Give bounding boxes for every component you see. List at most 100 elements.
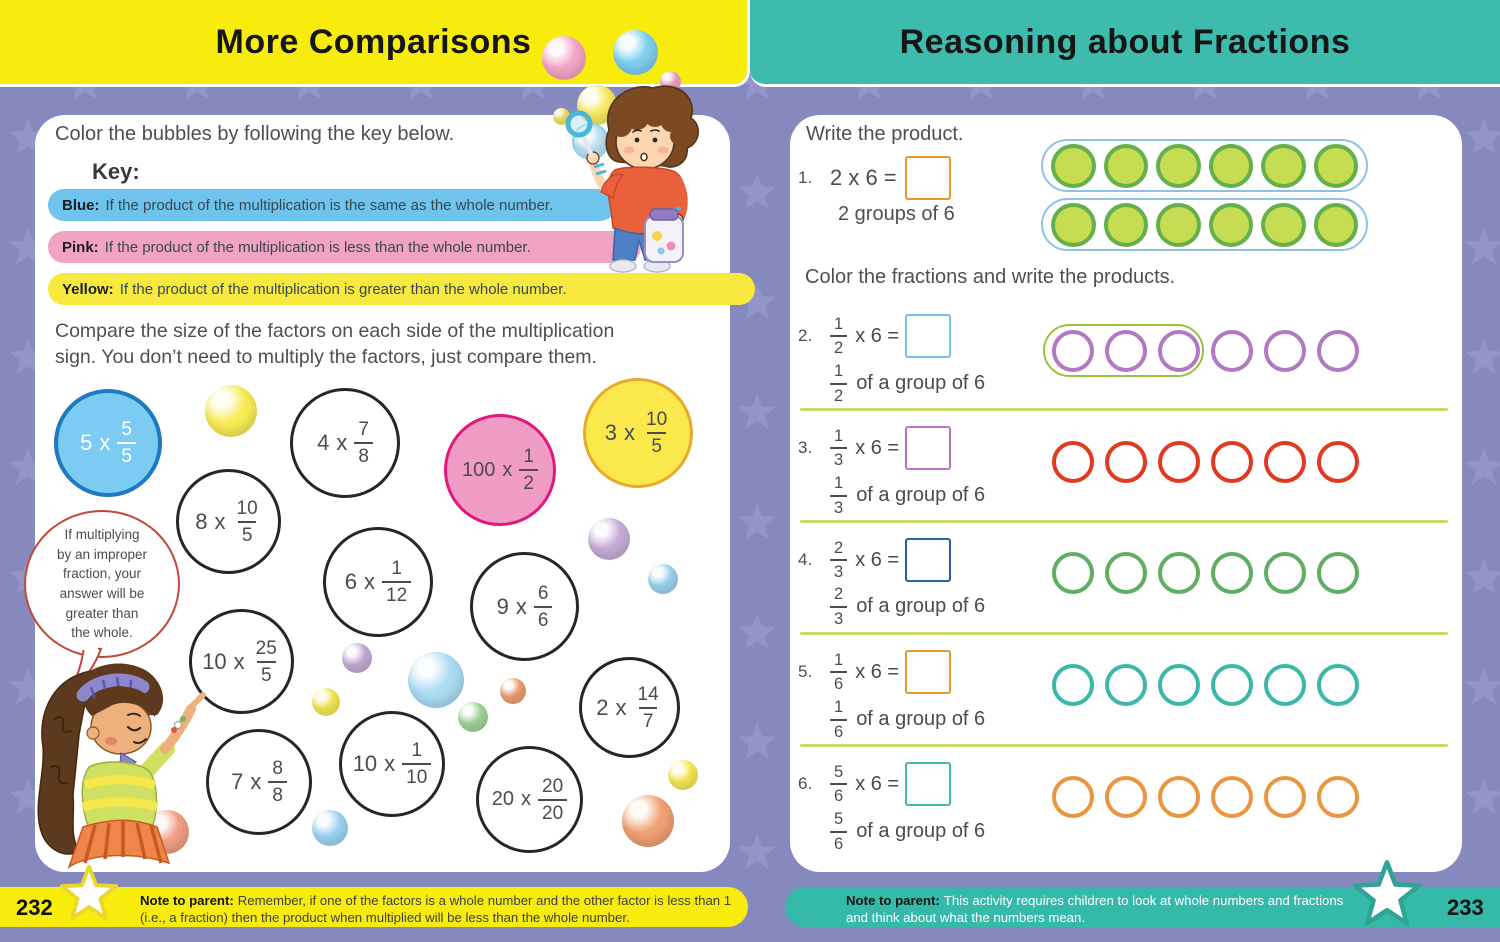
label-text: of a group of 6 [856,595,986,617]
times-six-equals: x 6 = [855,548,900,571]
fraction-circle[interactable] [1158,552,1200,594]
fraction-circle[interactable] [1264,330,1306,372]
fraction-circle[interactable] [1105,664,1147,706]
counter-circle-filled[interactable] [1156,143,1201,188]
counter-circle-filled[interactable] [1208,143,1253,188]
answer-box[interactable] [905,538,952,582]
note-label: Note to parent: [846,893,940,908]
right-instruction-1: Write the product. [806,123,964,145]
fraction-circle[interactable] [1105,776,1147,818]
bubble-expression-3x10-5[interactable]: 3 x 10 5 [583,378,693,488]
counter-circle-filled[interactable] [1313,202,1358,247]
fraction-circle[interactable] [1052,441,1094,483]
fraction-circle[interactable] [1264,552,1306,594]
decorative-bubble [622,795,674,847]
answer-box[interactable] [905,426,952,470]
bubble-expression-20x20-20[interactable]: 20 x 20 20 [476,746,583,853]
fraction-circle[interactable] [1264,776,1306,818]
right-note-text: Note to parent: This activity requires ch… [846,892,1351,926]
fraction-circle[interactable] [1211,330,1253,372]
speech-bubble: If multiplying by an improper fraction, … [24,510,180,658]
speech-line: the whole. [71,625,133,641]
key-item-yellow-label: Yellow: [62,280,114,298]
fraction-circle[interactable] [1052,552,1094,594]
question-1-equation: 1. 2 x 6 = [798,155,951,201]
fraction-circle[interactable] [1105,330,1147,372]
counter-circle-filled[interactable] [1051,143,1096,188]
answer-box-q1[interactable] [904,156,951,200]
fraction-circle[interactable] [1105,552,1147,594]
group-capsule-2 [1041,198,1368,251]
counter-circle-filled[interactable] [1156,202,1201,247]
key-heading: Key: [92,159,140,184]
fraction-circle[interactable] [1317,664,1359,706]
question-1-sub-label: 2 groups of 6 [838,203,955,225]
multiply-sign: x [364,569,376,594]
row-divider [800,744,1448,747]
label-text: of a group of 6 [856,484,986,506]
factor-whole: 9 [496,593,509,619]
counter-circle-filled[interactable] [1103,202,1148,247]
answer-box[interactable] [905,762,952,806]
fraction-circle[interactable] [1158,441,1200,483]
answer-box[interactable] [905,650,952,694]
fraction-circle[interactable] [1211,552,1253,594]
note-label: Note to parent: [140,893,234,908]
factor-fraction: 25 5 [255,637,277,686]
multiply-sign: x [336,430,348,455]
decorative-bubble [408,652,464,708]
counter-circle-filled[interactable] [1313,143,1358,188]
fraction-circle[interactable] [1317,330,1359,372]
key-item-pink-label: Pink: [62,238,99,256]
speech-line: If multiplying [64,527,140,543]
counter-circle-filled[interactable] [1208,202,1253,247]
fraction-circle[interactable] [1317,441,1359,483]
key-item-blue: Blue: If the product of the multiplicati… [48,189,616,221]
key-item-yellow: Yellow: If the product of the multiplica… [48,273,755,305]
counter-circle-filled[interactable] [1051,202,1096,247]
fraction-circle[interactable] [1158,776,1200,818]
counter-circle-filled[interactable] [1103,143,1148,188]
fraction-circle[interactable] [1211,441,1253,483]
times-six-equals: x 6 = [855,324,900,347]
fraction-circle[interactable] [1317,776,1359,818]
question-6-circles [1052,776,1359,818]
fraction-circle[interactable] [1105,441,1147,483]
note-body: This activity requires children to look … [846,893,1344,926]
answer-box[interactable] [905,314,952,358]
question-3-circles [1052,441,1359,483]
times-six-equals: x 6 = [855,660,900,683]
counter-circle-filled[interactable] [1261,202,1306,247]
times-six-equals: x 6 = [855,772,900,795]
fraction-circle[interactable] [1052,664,1094,706]
fraction-circle[interactable] [1158,664,1200,706]
group-capsule-1 [1041,139,1368,192]
bubble-expression-8x10-5[interactable]: 8 x 10 5 [176,469,281,574]
bubble-expression-10x25-5[interactable]: 10 x 25 5 [189,609,294,714]
bubble-expression-10x1-10[interactable]: 10 x 1 10 [339,711,445,817]
factor-fraction: 10 5 [646,409,668,457]
fraction-circle[interactable] [1264,664,1306,706]
factor-whole: 100 [462,458,496,481]
fraction-circle[interactable] [1264,441,1306,483]
key-item-pink-text: If the product of the multiplication is … [104,238,531,256]
fraction-circle[interactable] [1211,776,1253,818]
key-item-blue-text: If the product of the multiplication is … [105,196,554,214]
bubble-expression-2x14-7[interactable]: 2 x 14 7 [579,657,680,758]
fraction-circle[interactable] [1211,664,1253,706]
boy-blowing-bubbles-illustration [565,85,699,273]
fraction-circle[interactable] [1317,552,1359,594]
fraction-circle[interactable] [1052,776,1094,818]
note-body: Remember, if one of the factors is a who… [140,893,732,926]
bubble-expression-6x1-12[interactable]: 6 x 1 12 [323,527,433,637]
counter-circle-filled[interactable] [1261,143,1306,188]
